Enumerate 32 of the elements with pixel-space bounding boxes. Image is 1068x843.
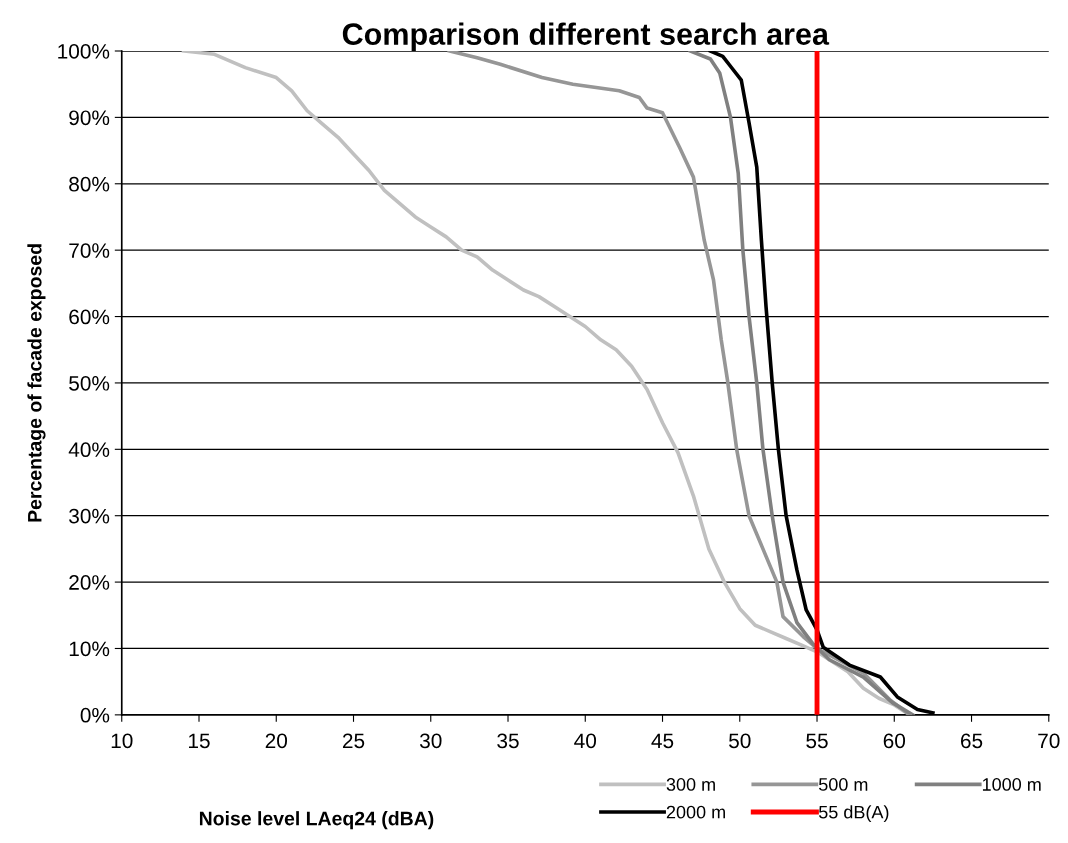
legend-label: 500 m [818, 778, 868, 791]
y-tick-label: 40% [68, 442, 110, 458]
x-tick-label: 70 [1038, 733, 1060, 749]
y-tick-label: 0% [80, 707, 110, 723]
legend-label: 2000 m [666, 805, 725, 819]
y-tick-label: 90% [69, 110, 110, 126]
x-tick-label: 50 [729, 733, 751, 749]
x-tick-label: 40 [574, 733, 597, 749]
x-tick-label: 45 [651, 733, 674, 749]
x-tick-label: 55 [806, 733, 828, 749]
x-tick-label: 60 [883, 733, 906, 749]
x-tick-label: 10 [111, 733, 133, 749]
x-tick-label: 30 [419, 733, 442, 749]
y-tick-label: 100% [58, 44, 110, 59]
y-tick-label: 20% [69, 575, 110, 590]
x-axis-title: Noise level LAeq24 (dBA) [199, 811, 434, 830]
legend-label: 300 m [666, 778, 715, 791]
chart-title: Comparison different search area [342, 22, 830, 51]
x-tick-label: 35 [497, 733, 519, 749]
legend-label: 55 dB(A) [818, 805, 889, 823]
y-tick-label: 60% [69, 309, 110, 325]
x-tick-label: 15 [189, 733, 210, 749]
y-tick-label: 70% [69, 243, 110, 258]
y-tick-label: 10% [69, 641, 110, 657]
x-tick-label: 65 [961, 733, 983, 749]
x-tick-label: 25 [342, 733, 365, 749]
y-tick-label: 50% [69, 375, 110, 391]
x-tick-label: 20 [265, 733, 288, 749]
legend-label: 1000 m [982, 778, 1041, 791]
y-tick-label: 30% [69, 508, 110, 524]
y-axis-title: Percentage of facade exposed [27, 244, 46, 522]
y-tick-label: 80% [69, 176, 110, 192]
